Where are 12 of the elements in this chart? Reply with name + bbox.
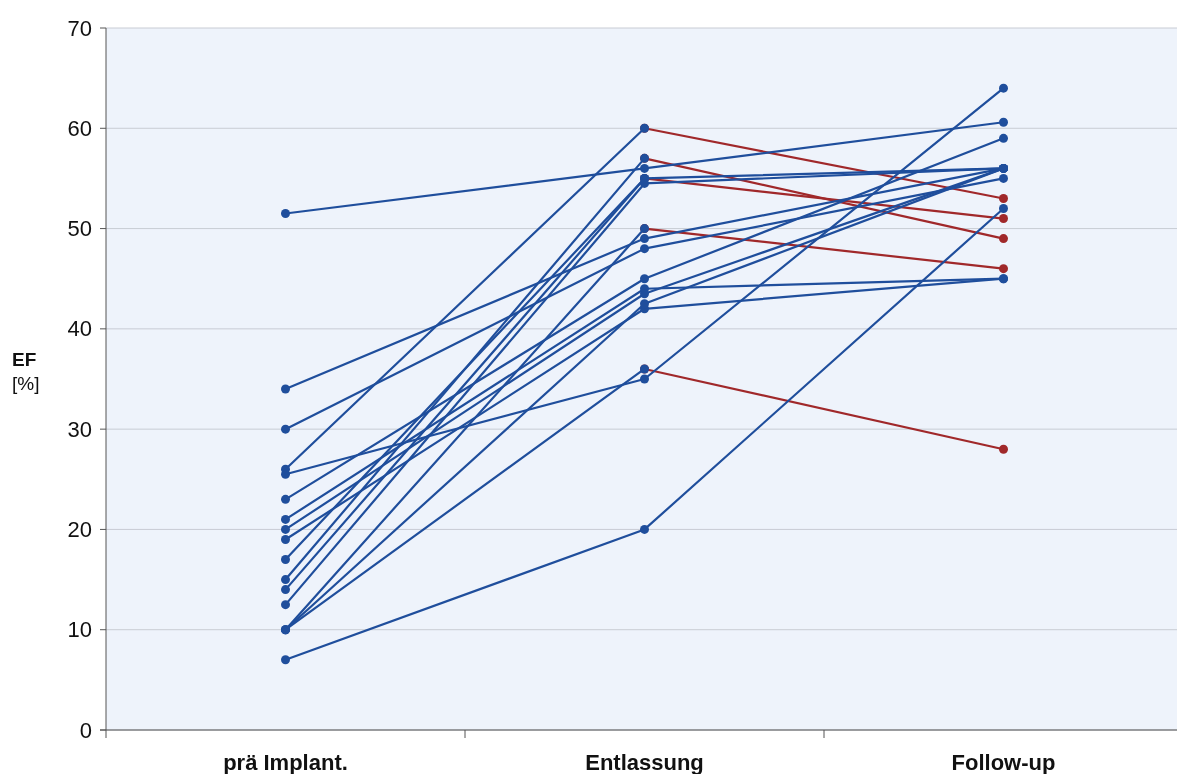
y-tick-label: 30 [67, 416, 92, 442]
y-tick-label: 10 [67, 617, 92, 643]
x-tick-label: Follow-up [951, 750, 1056, 774]
y-tick-label: 70 [67, 15, 92, 41]
y-tick-label: 40 [67, 316, 92, 342]
y-tick-label: 60 [67, 115, 92, 141]
y-tick-label: 0 [79, 717, 92, 743]
x-tick-label: prä Implant. [223, 750, 348, 774]
y-tick-label: 50 [67, 216, 92, 242]
y-axis-title: EF [%] [12, 349, 40, 394]
x-tick-label: Entlassung [585, 750, 704, 774]
y-tick-label: 20 [67, 516, 92, 542]
